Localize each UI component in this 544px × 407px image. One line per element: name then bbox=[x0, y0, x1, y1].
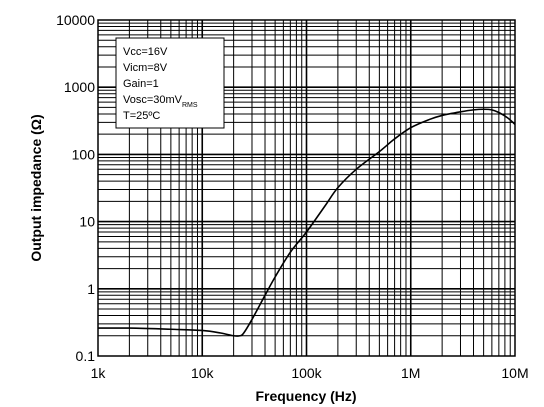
x-tick-label: 10M bbox=[501, 365, 528, 381]
y-axis-title: Output impedance (Ω) bbox=[28, 114, 44, 261]
y-tick-label: 1 bbox=[87, 281, 95, 297]
x-tick-label: 100k bbox=[291, 365, 322, 381]
condition-gain: Gain=1 bbox=[123, 78, 159, 90]
x-tick-label: 10k bbox=[191, 365, 215, 381]
condition-vicm: Vicm=8V bbox=[123, 62, 168, 74]
x-axis-title: Frequency (Hz) bbox=[255, 388, 356, 404]
plot-frame bbox=[97, 19, 516, 357]
y-axis-tick-labels: 0.1 1 10 100 1000 10000 bbox=[56, 12, 95, 364]
condition-temperature: T=25ºC bbox=[123, 110, 160, 122]
x-axis-tick-labels: 1k 10k 100k 1M 10M bbox=[91, 365, 529, 381]
x-tick-label: 1M bbox=[401, 365, 420, 381]
y-tick-label: 100 bbox=[72, 146, 96, 162]
condition-vosc: Vosc=30mV bbox=[123, 94, 183, 106]
condition-vosc-subscript: RMS bbox=[182, 102, 198, 109]
conditions-legend: Vcc=16V Vicm=8V Gain=1 Vosc=30mV RMS T=2… bbox=[115, 37, 225, 129]
conditions-box bbox=[115, 37, 225, 129]
condition-vcc: Vcc=16V bbox=[123, 46, 168, 58]
y-tick-label: 1000 bbox=[64, 79, 95, 95]
series-line bbox=[97, 108, 516, 337]
y-tick-label: 10 bbox=[79, 214, 95, 230]
x-tick-label: 1k bbox=[91, 365, 107, 381]
y-tick-label: 10000 bbox=[56, 12, 95, 28]
y-tick-label: 0.1 bbox=[76, 348, 96, 364]
